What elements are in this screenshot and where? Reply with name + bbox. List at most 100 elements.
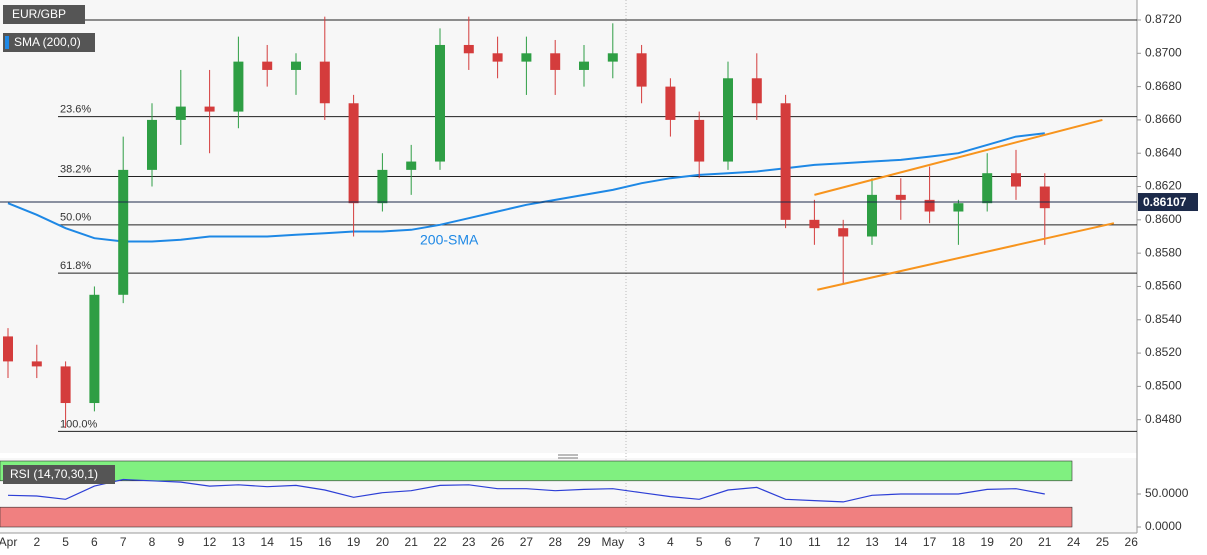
x-tick-label: 9 <box>177 535 184 549</box>
last-price-box <box>1138 193 1198 212</box>
x-tick-label: 25 <box>1096 535 1110 549</box>
y-tick-label: 50.0000 <box>1145 486 1189 500</box>
candle-body <box>291 61 301 70</box>
rsi-band <box>0 506 1073 528</box>
candle-body <box>895 194 906 200</box>
x-tick-label: 6 <box>725 535 732 549</box>
x-tick-label: 5 <box>696 535 703 549</box>
rsi-band <box>0 460 1073 482</box>
candle-body <box>463 44 474 54</box>
candle-body <box>31 361 42 367</box>
x-tick-label: 21 <box>1038 535 1052 549</box>
legend-swatch <box>5 36 9 49</box>
candle-body <box>89 294 100 404</box>
candle-body <box>953 203 964 212</box>
x-tick-label: 7 <box>753 535 760 549</box>
candle-body <box>780 103 791 220</box>
candle-body <box>204 106 215 112</box>
candle-body <box>1011 173 1021 187</box>
fib-label: 50.0% <box>60 212 91 224</box>
candle-body <box>348 103 359 204</box>
legend-label: SMA (200,0) <box>14 35 81 49</box>
x-tick-label: 10 <box>779 535 793 549</box>
candle-body <box>751 78 762 104</box>
candle-body <box>723 78 733 162</box>
x-tick-label: 28 <box>549 535 563 549</box>
x-tick-label: 6 <box>91 535 98 549</box>
rsi-label: RSI (14,70,30,1) <box>10 467 98 481</box>
candle-body <box>636 53 647 87</box>
y-tick-label: 0.8540 <box>1145 312 1182 326</box>
sma-line <box>7 132 1045 243</box>
y-tick-label: 0.8680 <box>1145 79 1182 93</box>
y-tick-label: 0.8660 <box>1145 112 1182 126</box>
x-tick-label: 14 <box>261 535 275 549</box>
candle-body <box>579 61 589 70</box>
candle-body <box>60 366 71 404</box>
x-tick-label: 11 <box>808 535 821 549</box>
candle-body <box>118 169 129 295</box>
symbol: EUR/GBP <box>12 7 66 21</box>
y-tick-label: 0.0000 <box>1145 519 1182 533</box>
legend-box <box>3 33 95 52</box>
x-tick-label: 27 <box>520 535 534 549</box>
x-tick-label: 8 <box>149 535 156 549</box>
candle-body <box>435 44 445 162</box>
x-tick-label: 26 <box>1125 535 1139 549</box>
symbol-box <box>3 5 85 24</box>
y-tick-label: 0.8480 <box>1145 412 1182 426</box>
x-tick-label: 5 <box>62 535 69 549</box>
price-pane <box>0 0 1137 453</box>
candle-body <box>809 219 820 229</box>
trend-line <box>817 222 1115 291</box>
x-tick-label: 24 <box>1067 535 1081 549</box>
x-tick-label: 23 <box>462 535 476 549</box>
y-tick-label: 0.8620 <box>1145 179 1182 193</box>
rsi-line <box>7 478 1045 503</box>
x-tick-label: 12 <box>837 535 851 549</box>
y-tick-label: 0.8600 <box>1145 212 1182 226</box>
y-tick-label: 0.8520 <box>1145 345 1182 359</box>
candle-body <box>838 228 849 237</box>
x-tick-label: 17 <box>923 535 937 549</box>
y-tick-label: 0.8560 <box>1145 279 1182 293</box>
fib-label: 61.8% <box>60 260 91 272</box>
candle-body <box>607 53 618 62</box>
x-tick-label: 12 <box>203 535 217 549</box>
x-tick-label: 19 <box>981 535 995 549</box>
candle-body <box>3 336 13 362</box>
candle-body <box>550 53 561 70</box>
layer: 0.8480 0.8500 0.8520 0.8540 0.8560 0.8580 0.86… <box>0 7 1198 549</box>
candle-body <box>665 86 676 120</box>
x-tick-label: May <box>601 535 624 549</box>
x-tick-label: Apr <box>0 535 17 549</box>
y-tick-label: 0.8500 <box>1145 379 1182 393</box>
trend-line <box>814 118 1103 196</box>
rsi-box <box>3 465 115 484</box>
candle-body <box>924 199 935 212</box>
fib-label: 23.6% <box>60 103 91 115</box>
x-tick-label: 20 <box>1009 535 1023 549</box>
x-tick-label: 2 <box>33 535 40 549</box>
candle-body <box>377 169 388 204</box>
candle-body <box>694 119 705 162</box>
x-tick-label: 18 <box>952 535 966 549</box>
y-tick-label: 0.8580 <box>1145 245 1182 259</box>
candle-body <box>319 61 330 104</box>
x-tick-label: 7 <box>120 535 127 549</box>
candle-body <box>1039 186 1050 209</box>
candle-body <box>521 53 532 62</box>
x-tick-label: 14 <box>894 535 908 549</box>
last-price-label: 0.86107 <box>1143 195 1187 209</box>
candle-body <box>492 53 503 62</box>
x-tick-label: 22 <box>433 535 447 549</box>
sma-annotation: 200-SMA <box>420 232 479 248</box>
candle-body <box>262 61 273 70</box>
candle-body <box>982 173 993 204</box>
x-tick-label: 21 <box>405 535 419 549</box>
candle-body <box>147 119 157 170</box>
x-tick-label: 26 <box>491 535 505 549</box>
x-tick-label: 15 <box>289 535 303 549</box>
